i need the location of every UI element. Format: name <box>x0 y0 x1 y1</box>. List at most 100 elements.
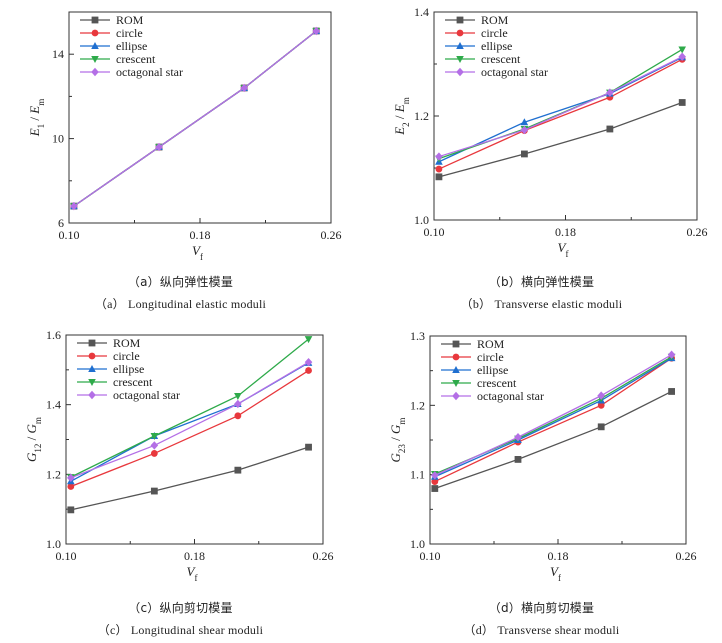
series-crescent <box>431 353 676 478</box>
legend-marker <box>452 340 460 348</box>
data-point <box>67 483 75 490</box>
x-tick-label: 0.26 <box>313 549 334 563</box>
data-point <box>234 392 242 400</box>
y-tick-label: 6 <box>58 216 64 230</box>
series-line <box>73 30 317 207</box>
x-tick-label: 0.18 <box>184 549 205 563</box>
legend-label: circle <box>481 26 508 40</box>
y-tick-label: 1.6 <box>46 328 61 342</box>
series-line <box>70 361 309 479</box>
x-tick-label: 0.18 <box>548 549 569 563</box>
x-tick-label: 0.26 <box>687 225 708 239</box>
data-point <box>67 506 75 514</box>
legend-marker <box>88 390 96 400</box>
series-line <box>434 357 672 483</box>
data-point <box>435 152 443 161</box>
data-point <box>304 336 313 344</box>
series-line <box>73 30 317 207</box>
x-tick-label: 0.26 <box>676 549 697 563</box>
y-tick-label: 1.0 <box>410 537 425 551</box>
legend-marker <box>91 67 99 77</box>
x-tick-label: 0.10 <box>420 549 441 563</box>
data-point <box>597 401 605 409</box>
plot-frame <box>433 11 698 221</box>
caption-cn-a: （a）纵向弹性模量 <box>127 275 234 289</box>
legend-label: ellipse <box>116 39 147 53</box>
data-point <box>234 399 242 409</box>
y-axis-label: E1 / Em <box>27 99 46 138</box>
legend-marker <box>452 391 460 401</box>
x-axis-label: Vf <box>550 564 561 583</box>
legend-marker <box>452 380 460 387</box>
series-line <box>434 390 672 490</box>
caption-en-a: （a） Longitudinal elastic moduli <box>94 297 267 311</box>
legend-marker <box>91 56 99 63</box>
panel-b: 0.10 0.18 0.26 1.0 1.2 1.4 Vf E2 / Em ROM circle e… <box>361 0 722 321</box>
data-point <box>70 201 78 211</box>
data-point <box>597 391 605 400</box>
series-line <box>434 357 672 478</box>
data-point <box>521 150 528 158</box>
y-tick-label: 1.1 <box>410 468 425 482</box>
legend-marker <box>88 379 96 386</box>
series-line <box>73 30 317 207</box>
plot-frame <box>65 334 324 545</box>
legend-marker <box>88 339 96 347</box>
legend-label: octagonal star <box>113 388 180 402</box>
y-tick-label: 1.0 <box>414 213 429 227</box>
y-axis-label: G23 / Gm <box>388 418 407 463</box>
data-point <box>234 466 242 474</box>
x-axis-label: Vf <box>558 240 569 259</box>
legend-label: crescent <box>113 375 153 389</box>
legend-marker <box>452 353 460 361</box>
x-axis-label: Vf <box>192 243 203 262</box>
panel-c: 0.10 0.18 0.26 1.0 1.2 1.4 1.6 Vf G12 / Gm ROM cir… <box>0 321 361 642</box>
caption-en-c: （c） Longitudinal shear moduli <box>97 623 264 637</box>
series-line <box>434 356 672 475</box>
data-point <box>435 165 443 173</box>
chart-transverse-elastic: 0.10 0.18 0.26 1.0 1.2 1.4 Vf E2 / Em ROMcirclee… <box>392 5 708 259</box>
x-tick-label: 0.26 <box>321 228 342 242</box>
series-line <box>70 338 309 478</box>
x-tick-label: 0.10 <box>59 228 80 242</box>
caption-cn-c: （c）纵向剪切模量 <box>128 601 233 615</box>
y-tick-label: 1.4 <box>414 5 429 19</box>
data-point <box>305 443 312 451</box>
legend-label: ROM <box>113 336 141 350</box>
data-point <box>304 357 313 367</box>
legend-marker <box>91 42 99 49</box>
legend-label: octagonal star <box>481 65 548 79</box>
panel-a: 0.10 0.18 0.26 6 10 14 Vf E1 / Em ROM circle ellip… <box>0 0 361 321</box>
legend-marker <box>456 67 464 77</box>
chart-transverse-shear: 0.10 0.18 0.26 1.0 1.1 1.2 1.3 Vf G23 / Gm ROMcir… <box>388 329 697 583</box>
data-point <box>155 142 163 152</box>
y-tick-label: 14 <box>52 47 64 61</box>
caption-en-b: （b） Transverse elastic moduli <box>460 297 623 311</box>
series-line <box>434 354 672 476</box>
legend-label: ellipse <box>113 362 144 376</box>
legend-label: crescent <box>477 376 517 390</box>
legend-marker <box>456 29 464 37</box>
series-line <box>73 30 317 207</box>
legend-marker <box>456 56 464 63</box>
series-line <box>438 56 683 163</box>
y-tick-label: 1.2 <box>46 467 61 481</box>
chart-longitudinal-elastic: 0.10 0.18 0.26 6 10 14 Vf E1 / Em ROMcircleellip… <box>27 11 342 262</box>
x-tick-label: 0.10 <box>424 225 445 239</box>
legend-label: circle <box>477 350 504 364</box>
legend-label: octagonal star <box>116 65 183 79</box>
data-point <box>431 485 439 492</box>
data-point <box>150 433 159 441</box>
y-tick-label: 1.4 <box>46 398 61 412</box>
data-point <box>606 88 614 97</box>
series-line <box>70 369 309 488</box>
y-tick-label: 10 <box>52 132 64 146</box>
series-rom <box>431 388 675 492</box>
data-point <box>678 99 686 106</box>
series-rom <box>435 99 686 181</box>
series-line <box>438 101 683 178</box>
legend-label: ellipse <box>481 39 512 53</box>
data-point <box>678 52 687 61</box>
